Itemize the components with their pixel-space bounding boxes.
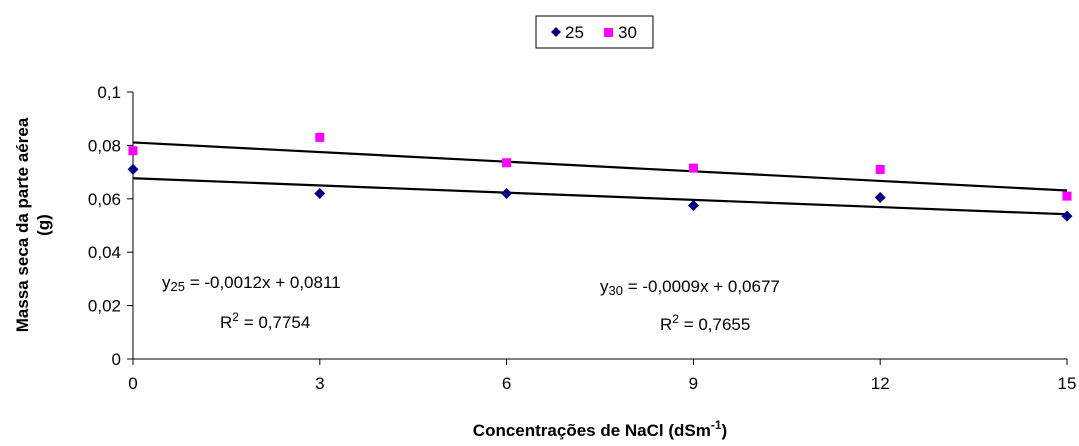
- y-ticks: 0 0,02 0,04 0,06 0,08 0,1: [88, 83, 133, 369]
- equation-30: y30 = -0,0009x + 0,0677 R2 = 0,7655: [600, 277, 780, 334]
- data-point-series-25: [501, 187, 513, 199]
- data-point-series-25: [1061, 210, 1073, 222]
- data-point-series-30: [875, 164, 885, 174]
- x-axis-title: Concentrações de NaCl (dSm-1): [473, 418, 727, 440]
- data-point-series-30: [1062, 191, 1072, 201]
- trendlines: [132, 141, 1068, 216]
- legend-marker-diamond: [551, 27, 561, 37]
- y-tick-label: 0: [112, 350, 121, 369]
- y-axis-title-line2: (g): [34, 214, 53, 236]
- y-tick-label: 0,1: [97, 83, 121, 102]
- data-point-series-25: [874, 191, 886, 203]
- equation-25-formula: y25 = -0,0012x + 0,0811: [162, 273, 341, 294]
- legend-marker-square: [604, 28, 613, 37]
- legend-label-25: 25: [565, 23, 584, 42]
- legend: 25 30: [535, 15, 654, 49]
- y-tick-label: 0,06: [88, 190, 121, 209]
- axes: 0 0,02 0,04 0,06 0,08 0,1 0 3 6 9 12 15: [88, 83, 1077, 393]
- equation-30-r2: R2 = 0,7655: [660, 312, 750, 334]
- equation-30-formula: y30 = -0,0009x + 0,0677: [600, 277, 780, 298]
- y-axis-title-line1: Massa seca da parte aérea: [13, 117, 32, 332]
- y-tick-label: 0,02: [88, 297, 121, 316]
- y-tick-label: 0,08: [88, 136, 121, 155]
- data-point-series-30: [128, 146, 138, 156]
- data-point-series-30: [688, 163, 698, 173]
- y-tick-label: 0,04: [88, 243, 121, 262]
- x-ticks: 0 3 6 9 12 15: [128, 359, 1076, 393]
- data-point-series-25: [687, 199, 699, 211]
- equation-25: y25 = -0,0012x + 0,0811 R2 = 0,7754: [162, 273, 341, 332]
- x-tick-label: 12: [871, 374, 890, 393]
- data-markers: [127, 132, 1073, 222]
- x-tick-label: 3: [315, 374, 324, 393]
- data-point-series-30: [315, 132, 325, 142]
- data-point-series-25: [127, 163, 139, 175]
- x-tick-label: 15: [1058, 374, 1077, 393]
- x-tick-label: 0: [128, 374, 137, 393]
- data-point-series-25: [314, 187, 326, 199]
- legend-label-30: 30: [618, 23, 637, 42]
- equation-25-r2: R2 = 0,7754: [220, 310, 310, 332]
- data-point-series-30: [502, 158, 512, 168]
- x-tick-label: 9: [689, 374, 698, 393]
- trendline-series-25: [132, 177, 1068, 216]
- trendline-series-30: [132, 141, 1068, 192]
- x-tick-label: 6: [502, 374, 511, 393]
